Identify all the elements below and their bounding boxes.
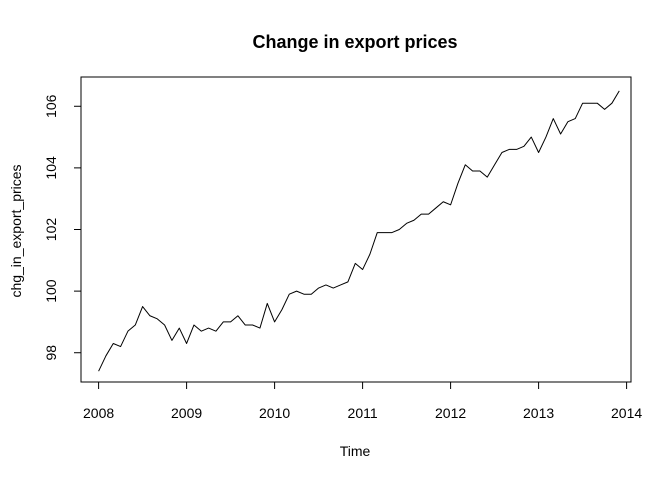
y-tick-label: 104 (43, 156, 59, 180)
y-axis-label: chg_in_export_prices (8, 164, 24, 297)
y-axis: 98 100 102 104 106 chg_in_export_prices (8, 94, 82, 361)
x-tick-label: 2008 (83, 405, 114, 421)
plot-area-frame (80, 76, 632, 383)
x-axis: 2008 2009 2010 2011 2012 2013 2014 Time (83, 381, 642, 459)
y-axis-ticks: 98 100 102 104 106 (43, 94, 81, 361)
x-tick-label: 2013 (523, 405, 554, 421)
x-tick-label: 2014 (611, 405, 642, 421)
y-tick-label: 106 (43, 94, 59, 118)
x-axis-label: Time (340, 443, 371, 459)
x-axis-ticks: 2008 2009 2010 2011 2012 2013 2014 (83, 382, 642, 421)
series-layer (98, 90, 620, 372)
x-tick-label: 2009 (171, 405, 202, 421)
series-line-1 (98, 90, 620, 372)
x-tick-label: 2010 (259, 405, 290, 421)
y-tick-label: 98 (43, 345, 59, 361)
y-tick-label: 102 (43, 218, 59, 242)
x-tick-label: 2012 (435, 405, 466, 421)
y-tick-label: 100 (43, 279, 59, 303)
chart-title: Change in export prices (252, 32, 457, 52)
x-tick-label: 2011 (348, 405, 378, 421)
